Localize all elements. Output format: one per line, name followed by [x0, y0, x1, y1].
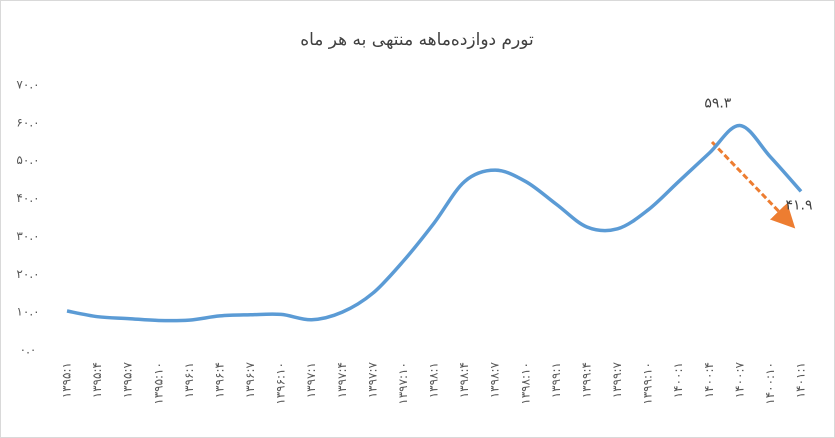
- x-tick-label: ۱۳۹۸:۴: [457, 362, 471, 398]
- x-tick-label: ۱۳۹۷:۴: [335, 362, 349, 398]
- x-tick-label: ۱۳۹۶:۴: [212, 362, 226, 398]
- x-tick-label: ۱۳۹۷:۱: [304, 362, 318, 398]
- data-label: ۵۹.۳: [704, 96, 731, 112]
- x-tick-label: ۱۴۰۰:۱: [671, 362, 685, 398]
- x-tick-label: ۱۳۹۹:۴: [579, 362, 593, 398]
- x-tick-label: ۱۳۹۹:۱: [549, 362, 563, 398]
- x-tick-label: ۱۳۹۸:۱: [427, 362, 441, 398]
- series-line: [66, 123, 803, 323]
- x-tick-label: ۱۳۹۵:۱۰: [151, 362, 165, 405]
- x-tick-label: ۱۴۰۰:۴: [702, 362, 716, 398]
- x-tick-label: ۱۴۰۱:۱: [794, 362, 808, 398]
- x-tick-label: ۱۳۹۸:۷: [488, 361, 502, 398]
- y-tick-label: ۶۰.۰: [16, 115, 39, 129]
- y-tick-label: ۵۰.۰: [16, 153, 39, 167]
- x-tick-label: ۱۳۹۷:۱۰: [396, 362, 410, 405]
- data-label: ۴۱.۹: [785, 197, 812, 213]
- x-tick-label: ۱۳۹۵:۴: [90, 362, 104, 398]
- y-tick-label: ۰.۰: [20, 343, 37, 357]
- x-tick-label: ۱۳۹۵:۷: [121, 361, 135, 398]
- x-tick-label: ۱۴۰۰:۱۰: [763, 362, 777, 405]
- x-tick-label: ۱۳۹۶:۷: [243, 361, 257, 398]
- x-tick-label: ۱۴۰۰:۷: [732, 361, 746, 398]
- x-tick-label: ۱۳۹۵:۱: [60, 362, 74, 398]
- trend-arrow: [710, 140, 796, 229]
- chart-title: تورم دوازده‌ماهه منتهی به هر ماه: [300, 30, 534, 50]
- y-tick-label: ۲۰.۰: [16, 267, 39, 281]
- y-tick-label: ۷۰.۰: [16, 78, 39, 92]
- x-tick-label: ۱۳۹۶:۱: [182, 362, 196, 398]
- x-tick-label: ۱۳۹۷:۷: [365, 361, 379, 398]
- x-tick-label: ۱۳۹۸:۱۰: [518, 362, 532, 405]
- y-tick-label: ۳۰.۰: [16, 229, 39, 243]
- y-tick-label: ۱۰.۰: [16, 305, 39, 319]
- y-tick-label: ۴۰.۰: [16, 191, 39, 205]
- x-tick-label: ۱۳۹۹:۱۰: [641, 362, 655, 405]
- x-tick-label: ۱۳۹۹:۷: [610, 361, 624, 398]
- x-tick-label: ۱۳۹۶:۱۰: [274, 362, 288, 405]
